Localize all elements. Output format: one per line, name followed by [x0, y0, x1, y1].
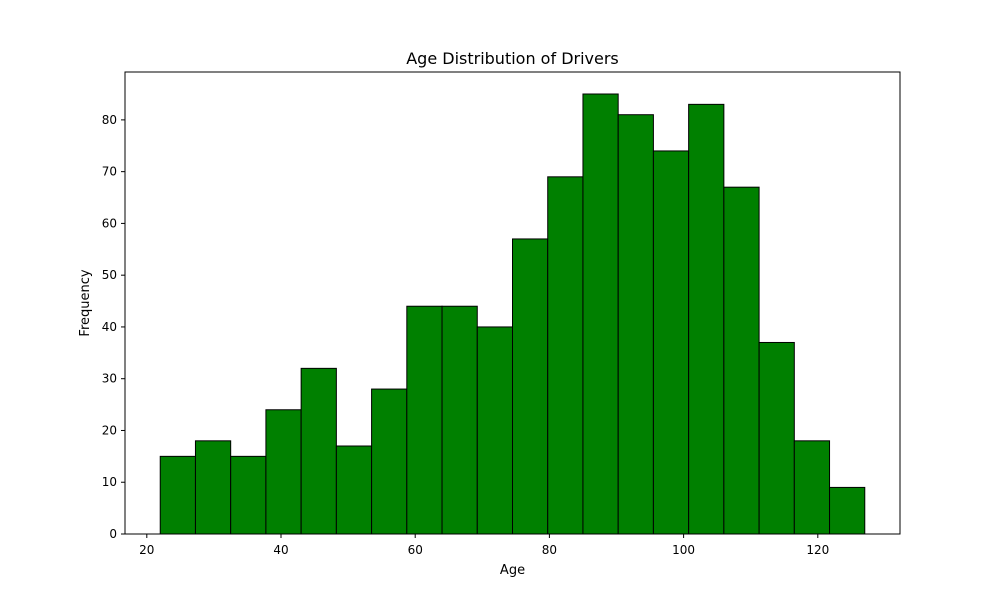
- histogram-bar: [688, 103, 725, 535]
- plot-area-frame: [124, 71, 901, 535]
- histogram-bar: [758, 341, 795, 535]
- histogram-bar: [723, 186, 760, 535]
- histogram-bar: [793, 440, 831, 535]
- histogram-bar: [265, 409, 302, 535]
- histogram-bar: [300, 367, 337, 535]
- histogram-bar: [441, 305, 478, 535]
- x-tick-label: 80: [542, 543, 557, 557]
- y-tick-label: 10: [102, 475, 117, 489]
- histogram-bar: [194, 440, 232, 535]
- y-tick-label: 20: [102, 423, 117, 437]
- x-tick-label: 60: [408, 543, 423, 557]
- x-tick-label: 20: [139, 543, 154, 557]
- x-axis-ticks: 20 40 60 80 100 120: [139, 534, 829, 557]
- bars-group: [159, 93, 866, 535]
- histogram-bar: [406, 305, 443, 535]
- histogram-bar: [476, 326, 514, 535]
- x-tick-label: 120: [806, 543, 829, 557]
- x-tick-label: 100: [672, 543, 695, 557]
- y-tick-label: 30: [102, 372, 117, 386]
- y-tick-label: 40: [102, 320, 117, 334]
- y-axis-ticks: 0 10 20 30 40 50 60 70 80: [102, 113, 125, 541]
- x-tick-label: 40: [273, 543, 288, 557]
- chart-title: Age Distribution of Drivers: [406, 49, 619, 68]
- y-axis-label: Frequency: [78, 269, 93, 336]
- y-tick-label: 60: [102, 216, 117, 230]
- histogram-bar: [159, 455, 196, 535]
- histogram-bar: [617, 114, 654, 535]
- y-tick-label: 0: [109, 527, 117, 541]
- histogram-bar: [230, 455, 267, 535]
- histogram-bar: [512, 238, 549, 535]
- histogram-bar: [582, 93, 619, 535]
- histogram-bar: [371, 388, 408, 535]
- x-axis-label: Age: [500, 563, 525, 578]
- y-tick-label: 70: [102, 165, 117, 179]
- histogram-bar: [335, 445, 373, 535]
- y-tick-label: 50: [102, 268, 117, 282]
- histogram-bar: [652, 150, 690, 535]
- histogram-bar: [829, 486, 866, 535]
- y-tick-label: 80: [102, 113, 117, 127]
- histogram-bar: [547, 176, 584, 535]
